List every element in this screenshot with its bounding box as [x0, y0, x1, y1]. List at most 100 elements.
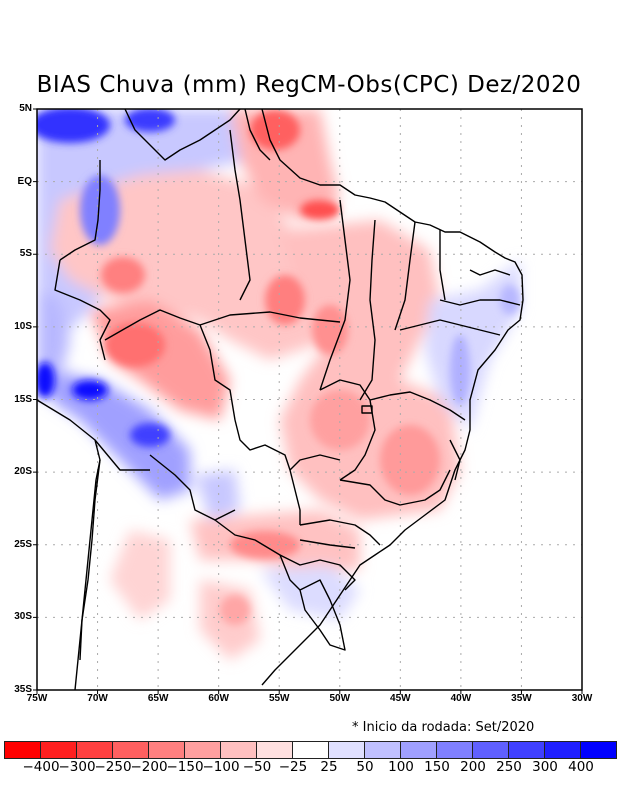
state-tocantins-east — [359, 219, 376, 401]
colorbar-swatch — [149, 742, 185, 758]
lon-tick-label: 45W — [390, 693, 411, 704]
core-amazonas-dry — [101, 257, 145, 293]
lat-tick-label: EQ — [17, 175, 32, 187]
state-minas-north — [369, 391, 466, 421]
state-para-mato-grosso — [199, 311, 341, 326]
border-paraguay-argentina — [214, 519, 301, 591]
core-nw-wet — [37, 109, 110, 143]
lon-tick-label: 70W — [87, 693, 108, 704]
gridlines — [37, 109, 582, 690]
core-parana-dry — [230, 531, 300, 559]
colorbar-swatch — [437, 742, 473, 758]
core-marajo-dry — [300, 200, 340, 220]
colorbar-swatch — [545, 742, 581, 758]
core-mato-grosso-dry — [312, 305, 348, 355]
state-ceara — [439, 230, 446, 301]
colorbar-label: 200 — [460, 759, 486, 775]
coastline-atlantic-north — [261, 109, 524, 686]
colorbar-swatch — [41, 742, 77, 758]
core-rondonia-dry — [105, 323, 165, 367]
border-chile-argentina — [79, 459, 101, 661]
border-bolivia-paraguay — [149, 454, 236, 521]
colorbar-label: 50 — [356, 759, 374, 775]
colorbar-swatch — [509, 742, 545, 758]
colorbar-label: −300 — [58, 759, 96, 775]
run-start-note: * Inicio da rodada: Set/2020 — [352, 720, 535, 735]
border-guianas — [244, 109, 271, 161]
lon-tick-label: 75W — [26, 693, 48, 704]
core-minas-dry — [380, 425, 440, 495]
border-argentina-bolivia — [94, 439, 150, 471]
colorbar-label: 150 — [424, 759, 450, 775]
state-maranhao-piaui — [394, 221, 416, 331]
state-tocantins-west — [319, 199, 351, 391]
core-roraima-wet — [125, 109, 175, 132]
border-argentina-brazil — [279, 554, 356, 591]
colorbar-swatch — [329, 742, 365, 758]
lat-tick-label: 10S — [14, 320, 32, 332]
lat-tick-label: 25S — [14, 538, 32, 550]
colorbar-label: −50 — [242, 759, 272, 775]
country-borders — [37, 109, 524, 690]
lon-tick-label: 40W — [450, 693, 472, 704]
core-bolivia-wet-s — [130, 423, 170, 447]
core-bolivia-wet-n — [72, 380, 108, 400]
state-sao-paulo — [299, 519, 381, 546]
colorbar-swatch — [473, 742, 509, 758]
colorbar-swatch — [5, 742, 41, 758]
colorbar-swatch — [401, 742, 437, 758]
bias-map — [33, 108, 583, 694]
core-peru-wet — [37, 362, 55, 398]
colorbar-label: −400 — [22, 759, 60, 775]
colorbar-swatch — [581, 742, 616, 758]
border-uruguay — [299, 579, 346, 651]
border-venezuela-brazil — [124, 109, 241, 161]
colorbar-swatch — [257, 742, 293, 758]
colorbar-label: 300 — [532, 759, 558, 775]
state-goias-minas — [339, 399, 376, 481]
colorbar-label: 400 — [568, 759, 594, 775]
lat-tick-label: 30S — [14, 611, 32, 623]
axis-ticks — [33, 108, 583, 694]
colorbar-label: 25 — [320, 759, 338, 775]
core-argentina-dry — [220, 595, 250, 625]
lon-tick-label: 50W — [329, 693, 351, 704]
state-amazonas-para — [229, 129, 251, 301]
shade-uruguay-wet — [260, 565, 360, 620]
state-ne-north — [469, 269, 511, 276]
colorbar-swatch — [293, 742, 329, 758]
colorbar-label: −150 — [166, 759, 204, 775]
shade-chaco-wet — [195, 470, 240, 520]
colorbar-swatch — [365, 742, 401, 758]
lat-tick-label: 5N — [19, 103, 32, 114]
border-colombia-brazil — [59, 160, 101, 261]
state-bahia-north — [399, 319, 501, 336]
core-rn-wet — [500, 285, 520, 315]
core-west-wet — [80, 175, 120, 245]
shade-bolivia-wet — [50, 370, 190, 500]
state-parana — [299, 539, 356, 549]
colorbar-swatch — [185, 742, 221, 758]
colorbar-label: −100 — [202, 759, 240, 775]
lat-tick-label: 20S — [14, 466, 32, 478]
core-goias-dry — [310, 390, 370, 450]
state-espirito-santo — [449, 439, 461, 481]
colorbar-label: −250 — [94, 759, 132, 775]
lon-tick-label: 60W — [208, 693, 229, 704]
chart-title: BIAS Chuva (mm) RegCM-Obs(CPC) Dez/2020 — [36, 72, 582, 98]
state-goias-mato-grosso — [319, 379, 371, 401]
lon-tick-label: 65W — [147, 693, 169, 704]
colorbar-label: 100 — [388, 759, 414, 775]
colorbar-label: 250 — [496, 759, 522, 775]
colorbar — [4, 741, 617, 759]
colorbar-label: −25 — [278, 759, 308, 775]
core-amapa-dry — [250, 110, 300, 150]
colorbar-label: −200 — [130, 759, 168, 775]
border-paraguay-brazil — [234, 419, 301, 525]
colorbar-swatch — [77, 742, 113, 758]
lat-tick-label: 35S — [14, 684, 32, 695]
lat-tick-label: 5S — [19, 248, 32, 260]
state-df — [361, 405, 373, 414]
border-peru-brazil — [54, 259, 111, 361]
shade-argentina-dry — [110, 530, 170, 620]
